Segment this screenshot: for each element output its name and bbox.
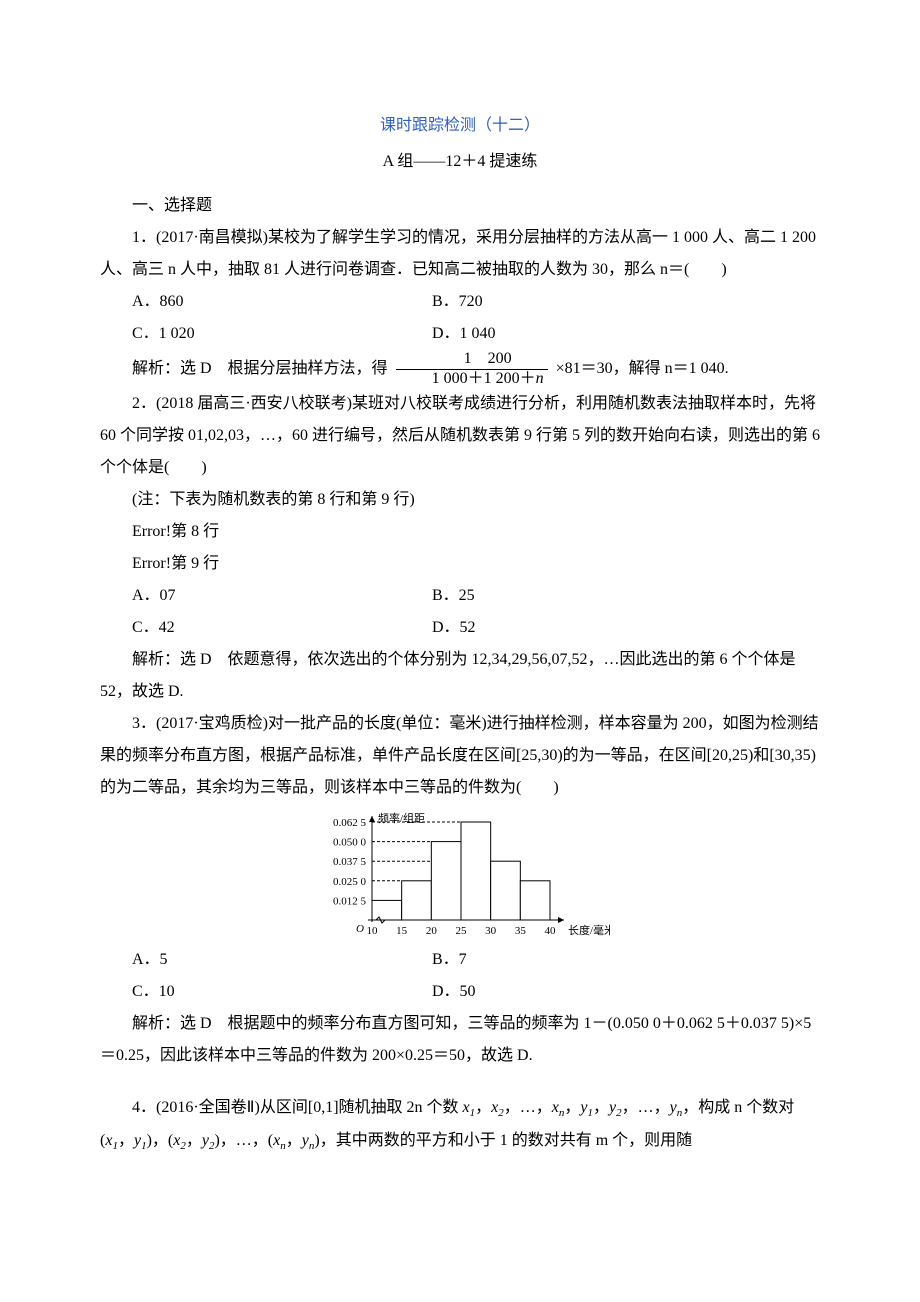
svg-text:0.050 0: 0.050 0 — [333, 837, 367, 849]
q2-opt-c: C．42 — [100, 612, 432, 644]
q2-stem: 2．(2018 届高三·西安八校联考)某班对八校联考成绩进行分析，利用随机数表法… — [100, 388, 820, 484]
svg-text:30: 30 — [485, 925, 497, 937]
q3-chart-wrap: 0.012 5 0.025 0 0.037 5 0.050 0 0.062 5 O10 15… — [100, 810, 820, 940]
svg-text:15: 15 — [396, 925, 408, 937]
doc-title: 课时跟踪检测（十二） — [100, 110, 820, 142]
svg-text:O: O — [356, 923, 364, 935]
q1-options-row2: C．1 020 D．1 040 — [100, 318, 820, 350]
q3-opt-b: B．7 — [432, 944, 820, 976]
q1-opt-d: D．1 040 — [432, 318, 820, 350]
q2-opt-a: A．07 — [100, 580, 432, 612]
svg-text:0.025 0: 0.025 0 — [333, 876, 367, 888]
q3-options-row1: A．5 B．7 — [100, 944, 820, 976]
q3-options-row2: C．10 D．50 — [100, 976, 820, 1008]
q2-options-row2: C．42 D．52 — [100, 612, 820, 644]
doc-subtitle: A 组——12＋4 提速练 — [100, 146, 820, 178]
q2-opt-d: D．52 — [432, 612, 820, 644]
svg-text:35: 35 — [515, 925, 527, 937]
q1-sol-prefix: 解析：选 D 根据分层抽样方法，得 — [132, 360, 388, 377]
q1-sol-suffix: ×81＝30，解得 n＝1 040. — [556, 360, 729, 377]
q2-options-row1: A．07 B．25 — [100, 580, 820, 612]
q4-stem: 4．(2016·全国卷Ⅱ)从区间[0,1]随机抽取 2n 个数 x1，x2，…，… — [100, 1092, 820, 1156]
svg-text:0.062 5: 0.062 5 — [333, 817, 367, 829]
q3-solution: 解析：选 D 根据题中的频率分布直方图可知，三等品的频率为 1－(0.050 0… — [100, 1008, 820, 1072]
svg-text:10: 10 — [367, 925, 379, 937]
svg-text:0.012 5: 0.012 5 — [333, 896, 367, 908]
svg-text:0.037 5: 0.037 5 — [333, 857, 367, 869]
q1-solution: 解析：选 D 根据分层抽样方法，得 1 200 1 000＋1 200＋n ×8… — [100, 350, 820, 388]
q2-opt-b: B．25 — [432, 580, 820, 612]
q1-opt-a: A．860 — [100, 286, 432, 318]
q1-frac-num: 1 200 — [396, 350, 548, 369]
svg-text:频率/组距: 频率/组距 — [378, 811, 425, 825]
q1-opt-b: B．720 — [432, 286, 820, 318]
q2-row8: Error!第 8 行 — [100, 516, 820, 548]
q1-frac-den: 1 000＋1 200＋n — [396, 370, 548, 388]
q4-part1: 4．(2016·全国卷Ⅱ)从区间[0,1]随机抽取 2n 个数 — [132, 1099, 463, 1116]
q4-part3: )，其中两数的平方和小于 1 的数对共有 m 个，则用随 — [314, 1132, 692, 1149]
q1-options-row1: A．860 B．720 — [100, 286, 820, 318]
q1-opt-c: C．1 020 — [100, 318, 432, 350]
q3-histogram: 0.012 5 0.025 0 0.037 5 0.050 0 0.062 5 O10 15… — [310, 810, 610, 940]
section-heading: 一、选择题 — [100, 190, 820, 222]
q3-opt-a: A．5 — [100, 944, 432, 976]
q2-note: (注：下表为随机数表的第 8 行和第 9 行) — [100, 484, 820, 516]
page-root: 课时跟踪检测（十二） A 组——12＋4 提速练 一、选择题 1．(2017·南… — [0, 0, 920, 1302]
q3-opt-c: C．10 — [100, 976, 432, 1008]
q3-stem: 3．(2017·宝鸡质检)对一批产品的长度(单位：毫米)进行抽样检测，样本容量为… — [100, 708, 820, 804]
q1-fraction: 1 200 1 000＋1 200＋n — [396, 350, 548, 388]
svg-text:40: 40 — [545, 925, 557, 937]
svg-text:25: 25 — [456, 925, 468, 937]
q3-opt-d: D．50 — [432, 976, 820, 1008]
q2-solution: 解析：选 D 依题意得，依次选出的个体分别为 12,34,29,56,07,52… — [100, 644, 820, 708]
q2-row9: Error!第 9 行 — [100, 548, 820, 580]
q1-stem: 1．(2017·南昌模拟)某校为了解学生学习的情况，采用分层抽样的方法从高一 1… — [100, 222, 820, 286]
svg-text:长度/毫米: 长度/毫米 — [568, 923, 610, 937]
svg-text:20: 20 — [426, 925, 438, 937]
